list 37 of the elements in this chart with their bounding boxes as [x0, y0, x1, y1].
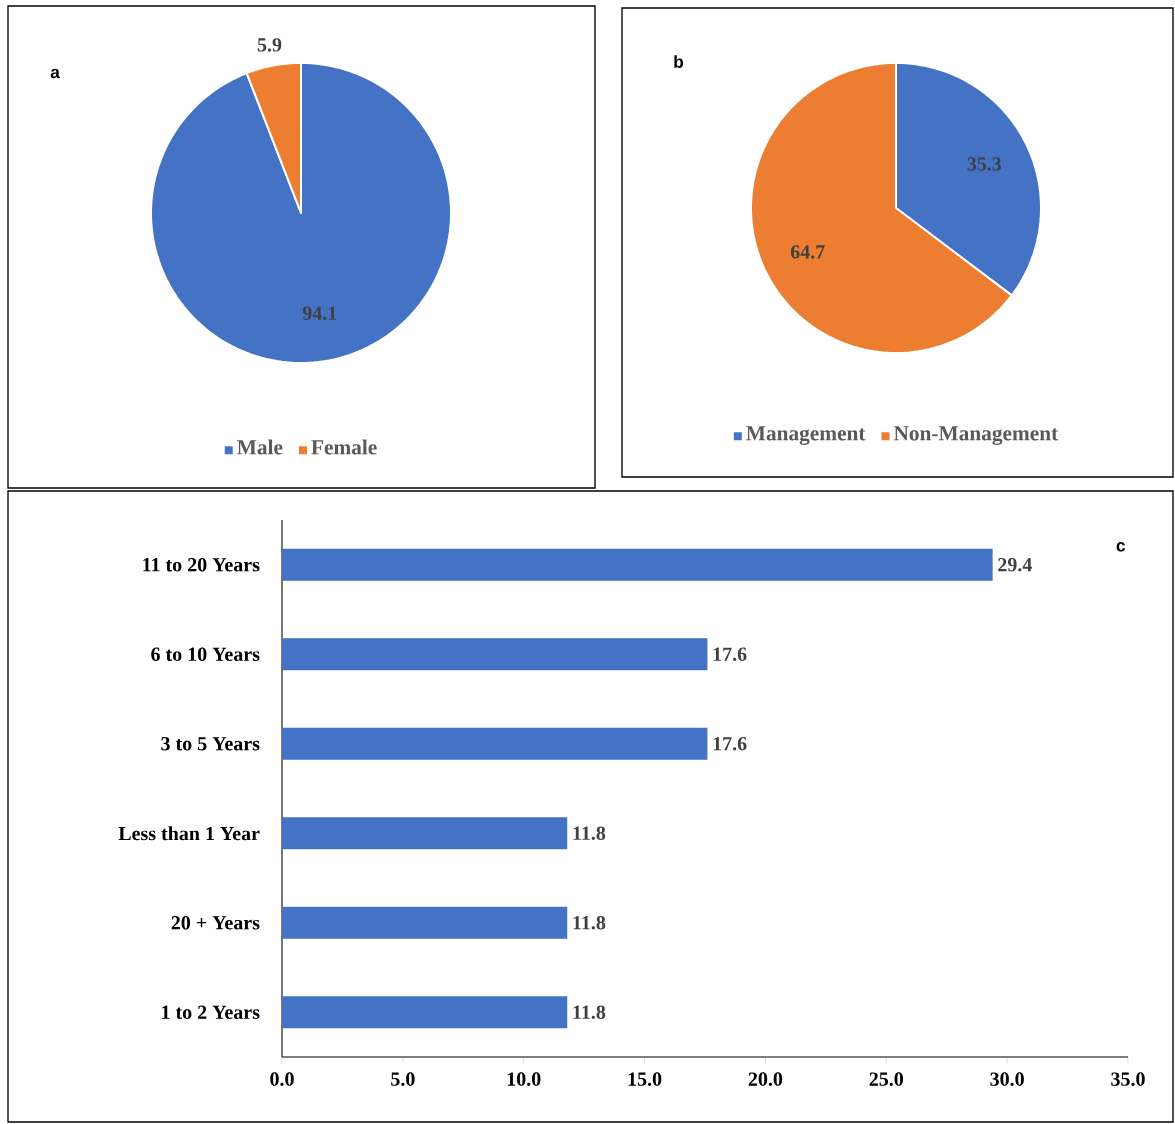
- x-tick-label: 30.0: [990, 1072, 1024, 1086]
- x-tick-label: 5.0: [391, 1072, 415, 1086]
- data-label: 17.6: [713, 647, 747, 662]
- x-tick-label: 10.0: [507, 1072, 541, 1086]
- data-label: 94.1: [302, 306, 337, 321]
- x-tick-label: 25.0: [869, 1072, 904, 1086]
- x-tick-label: 35.0: [1111, 1072, 1145, 1086]
- y-tick-label: Less than 1 Year: [118, 826, 260, 841]
- bar: [282, 996, 568, 1029]
- legend-label: Male: [237, 439, 283, 455]
- x-tick-label: 15.0: [628, 1072, 662, 1086]
- bar: [282, 548, 993, 581]
- y-tick-label: 3 to 5 Years: [161, 737, 260, 751]
- data-label: 17.6: [713, 736, 747, 751]
- data-label: 11.8: [573, 915, 606, 930]
- x-tick-label: 0.0: [270, 1072, 294, 1086]
- bar: [282, 727, 708, 760]
- text: c: [1116, 542, 1126, 552]
- data-label: 35.3: [967, 157, 1002, 171]
- data-label: 64.7: [790, 245, 825, 259]
- bar: [282, 817, 568, 850]
- legend-label: Female: [311, 439, 377, 455]
- y-tick-label: 1 to 2 Years: [162, 1005, 260, 1019]
- bar: [282, 638, 708, 671]
- legend-label: Non-Management: [893, 426, 1059, 445]
- x-tick-label: 20.0: [748, 1072, 783, 1086]
- y-tick-label: 20 + Years: [171, 915, 260, 930]
- data-label: 11.8: [573, 826, 606, 841]
- data-label: 29.4: [998, 557, 1032, 572]
- y-tick-label: 11 to 20 Years: [143, 558, 260, 572]
- y-tick-label: 6 to 10 Years: [151, 647, 260, 661]
- legend-label: Management: [746, 426, 866, 445]
- chart-title: b: [674, 55, 684, 68]
- data-label: 5.9: [257, 38, 282, 52]
- data-label: 11.8: [573, 1005, 606, 1020]
- text: a: [50, 68, 60, 79]
- bar: [282, 906, 568, 939]
